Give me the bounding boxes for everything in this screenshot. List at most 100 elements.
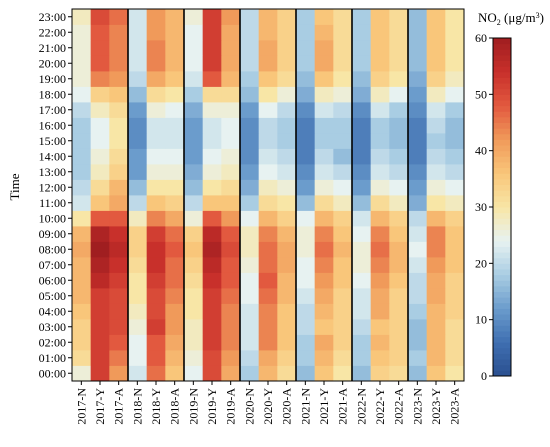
heatmap-cell [72,179,92,196]
colorbar-segment [493,60,511,67]
heatmap-cell [165,365,185,382]
colorbar-segment [493,308,511,315]
heatmap-cell [128,86,148,103]
heatmap-cell [389,365,409,382]
heatmap-cell [109,241,129,258]
x-tick-label: 2022-N [354,388,368,425]
heatmap-cell [221,9,241,25]
y-tick-label: 06:00 [39,273,66,287]
heatmap-cell [90,71,110,87]
heatmap-cell [240,365,260,382]
heatmap-cell [109,117,129,134]
heatmap-cell [221,226,241,242]
heatmap-cell [184,117,204,134]
heatmap-cell [240,9,260,25]
colorbar-segment [493,359,511,366]
colorbar-segment [493,54,511,62]
heatmap-cell [240,86,260,103]
heatmap-cell [370,210,390,227]
heatmap-cell [445,210,465,227]
heatmap-cell [72,303,92,320]
heatmap-cell [296,195,316,211]
heatmap-cell [146,365,166,382]
heatmap-cell [314,40,334,56]
heatmap-cell [90,226,110,242]
heatmap-cell [221,164,241,180]
heatmap-cell [426,195,446,211]
x-tick-label: 2020-A [280,388,294,425]
heatmap-cell [240,148,260,165]
y-tick-label: 22:00 [39,25,66,39]
heatmap-cell [296,179,316,196]
heatmap-cell [165,117,185,134]
heatmap-cell [333,303,353,320]
heatmap-cell [221,350,241,366]
heatmap-cell [333,272,353,289]
heatmap-cell [277,133,297,149]
heatmap-cell [352,179,372,196]
heatmap-cell [389,303,409,320]
heatmap-cell [184,257,204,273]
x-tick-label: 2021-A [336,388,350,425]
heatmap-cell [408,102,428,118]
heatmap-cell [72,102,92,118]
heatmap-cell [146,164,166,180]
heatmap-cell [128,133,148,149]
heatmap-cell [408,164,428,180]
heatmap-cell [333,319,353,335]
heatmap-cell [352,210,372,227]
heatmap-cell [370,148,390,165]
heatmap-cell [165,334,185,351]
heatmap-cell [72,24,92,41]
heatmap-cell [72,257,92,273]
heatmap-cell [184,350,204,366]
colorbar-segment [493,268,511,276]
heatmap-cell [408,148,428,165]
heatmap-cell [240,257,260,273]
heatmap-cell [445,86,465,103]
heatmap-cell [72,55,92,72]
heatmap-cell [370,319,390,335]
y-tick-label: 19:00 [39,72,66,86]
heatmap-cell [72,210,92,227]
heatmap-cell [184,365,204,382]
heatmap-cell [202,179,222,196]
colorbar-segment [493,235,511,242]
colorbar-segment [493,99,511,107]
heatmap-cell [128,71,148,87]
heatmap-cell [202,288,222,304]
heatmap-cell [240,164,260,180]
heatmap-cell [202,164,222,180]
colorbar-tick-label: 10 [475,313,487,327]
heatmap-cell [277,226,297,242]
heatmap-cell [408,272,428,289]
heatmap-cell [333,102,353,118]
heatmap-cell [240,40,260,56]
heatmap-cell [445,179,465,196]
heatmap-cell [128,226,148,242]
colorbar-segment [493,190,511,197]
heatmap-cell [165,86,185,103]
heatmap-cell [389,226,409,242]
heatmap-cell [240,241,260,258]
heatmap-cell [389,102,409,118]
x-tick-label: 2021-Y [317,388,331,425]
heatmap-cell [240,55,260,72]
heatmap-cell [109,272,129,289]
colorbar-tick-label: 50 [475,87,487,101]
colorbar-title-main: NO [478,10,497,25]
heatmap-cell [389,210,409,227]
heatmap-cell [146,40,166,56]
heatmap-cell [258,117,278,134]
heatmap-cell [389,319,409,335]
heatmap-cell [296,210,316,227]
colorbar-segment [493,145,511,152]
heatmap-cell [370,40,390,56]
colorbar-tick-label: 40 [475,144,487,158]
heatmap-cells [72,9,465,382]
heatmap-cell [352,226,372,242]
heatmap-cell [277,334,297,351]
heatmap-cell [184,55,204,72]
heatmap-cell [352,9,372,25]
